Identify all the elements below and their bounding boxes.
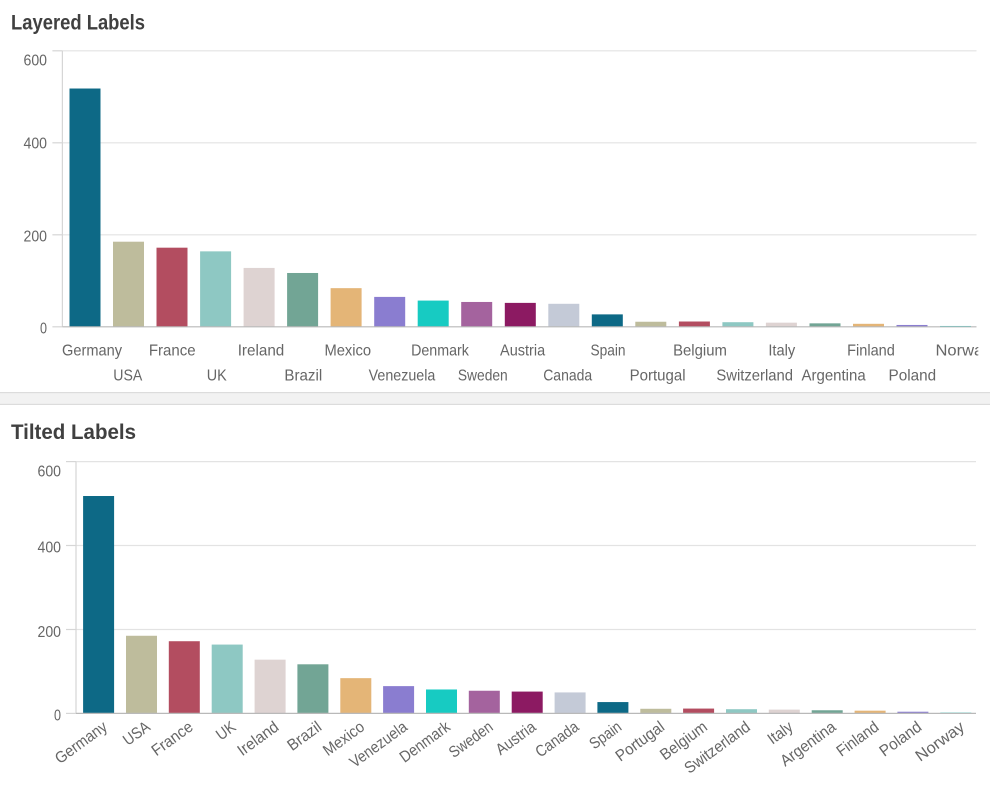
svg-text:Argentina: Argentina xyxy=(802,368,866,385)
svg-text:Sweden: Sweden xyxy=(458,368,508,385)
svg-text:200: 200 xyxy=(38,624,62,641)
svg-text:Brazil: Brazil xyxy=(284,368,322,385)
svg-text:Germany: Germany xyxy=(62,342,122,359)
svg-text:200: 200 xyxy=(24,229,48,246)
svg-text:USA: USA xyxy=(113,368,142,385)
svg-text:Mexico: Mexico xyxy=(324,342,371,359)
svg-text:Poland: Poland xyxy=(889,368,937,385)
svg-text:Denmark: Denmark xyxy=(411,342,470,359)
svg-text:Italy: Italy xyxy=(768,342,795,359)
svg-text:Tilted Labels: Tilted Labels xyxy=(11,421,136,444)
svg-text:400: 400 xyxy=(24,135,48,152)
svg-text:Layered Labels: Layered Labels xyxy=(11,11,145,34)
svg-text:Canada: Canada xyxy=(543,368,592,385)
svg-text:400: 400 xyxy=(38,539,62,556)
svg-text:0: 0 xyxy=(54,707,61,724)
svg-text:UK: UK xyxy=(207,368,227,385)
svg-text:Norway: Norway xyxy=(936,342,990,359)
svg-text:600: 600 xyxy=(38,464,62,481)
svg-text:France: France xyxy=(149,342,196,359)
svg-text:Austria: Austria xyxy=(500,342,545,359)
svg-text:Portugal: Portugal xyxy=(630,368,686,385)
svg-text:Venezuela: Venezuela xyxy=(369,368,436,385)
svg-text:0: 0 xyxy=(40,321,47,338)
svg-text:Switzerland: Switzerland xyxy=(716,368,793,385)
svg-text:600: 600 xyxy=(24,52,48,69)
svg-text:Finland: Finland xyxy=(847,342,895,359)
svg-text:Ireland: Ireland xyxy=(238,342,285,359)
svg-text:Belgium: Belgium xyxy=(673,342,727,359)
svg-text:Spain: Spain xyxy=(590,342,625,359)
